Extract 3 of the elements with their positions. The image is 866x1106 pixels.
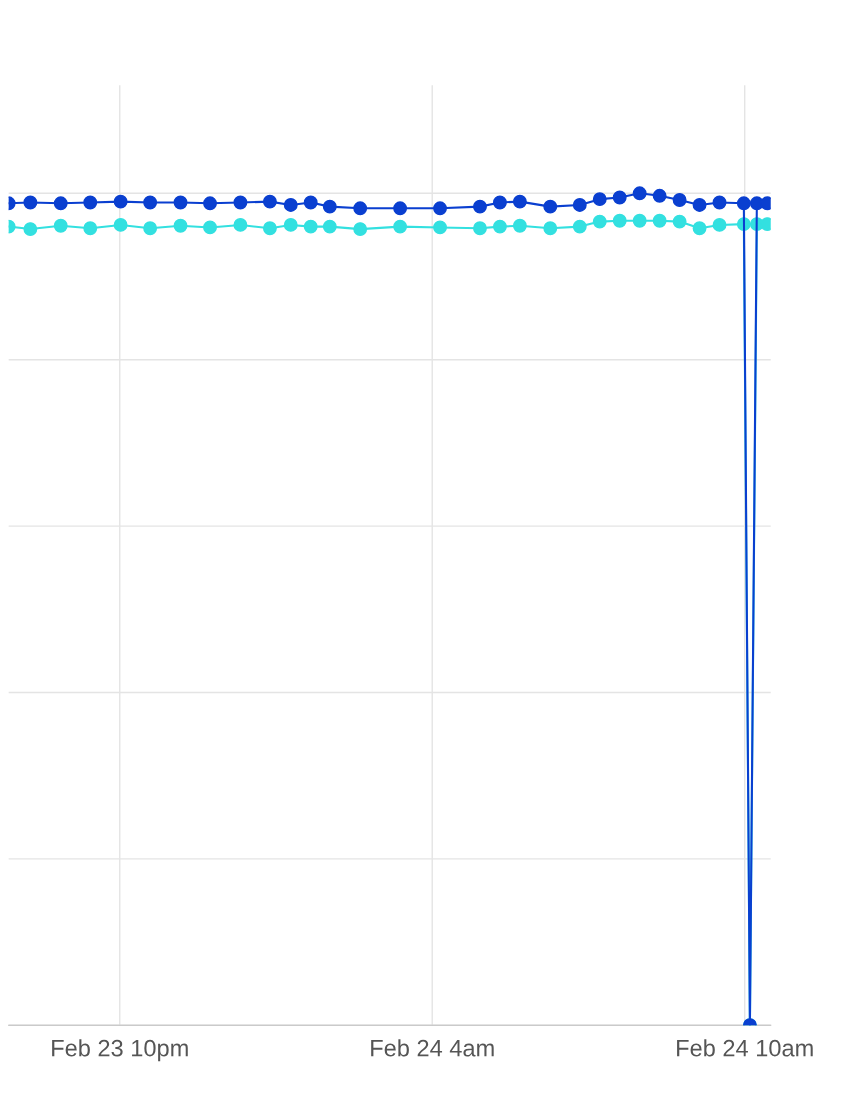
x-tick-label: Feb 23 10pm [52, 1039, 188, 1062]
x-tick-label: Feb 24 4am [371, 1039, 494, 1057]
x-tick-label: Feb 24 10am [677, 1039, 813, 1057]
